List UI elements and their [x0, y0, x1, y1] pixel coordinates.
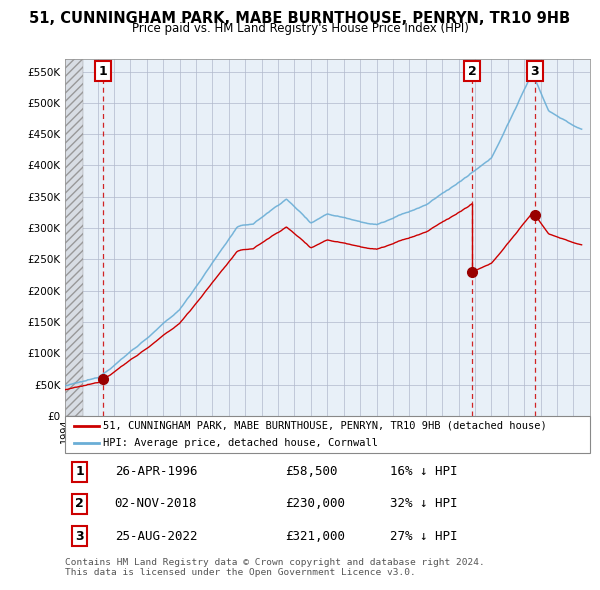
- Text: 2: 2: [75, 497, 84, 510]
- Text: 51, CUNNINGHAM PARK, MABE BURNTHOUSE, PENRYN, TR10 9HB (detached house): 51, CUNNINGHAM PARK, MABE BURNTHOUSE, PE…: [103, 421, 547, 431]
- Text: Contains HM Land Registry data © Crown copyright and database right 2024.
This d: Contains HM Land Registry data © Crown c…: [65, 558, 485, 577]
- Text: 27% ↓ HPI: 27% ↓ HPI: [391, 530, 458, 543]
- Text: 25-AUG-2022: 25-AUG-2022: [115, 530, 197, 543]
- Text: 3: 3: [75, 530, 84, 543]
- Text: HPI: Average price, detached house, Cornwall: HPI: Average price, detached house, Corn…: [103, 438, 378, 448]
- Text: 32% ↓ HPI: 32% ↓ HPI: [391, 497, 458, 510]
- Text: £230,000: £230,000: [286, 497, 346, 510]
- Text: 02-NOV-2018: 02-NOV-2018: [115, 497, 197, 510]
- Text: 1: 1: [75, 466, 84, 478]
- Text: £321,000: £321,000: [286, 530, 346, 543]
- Text: 3: 3: [530, 65, 539, 78]
- Text: 1: 1: [98, 65, 107, 78]
- Text: 51, CUNNINGHAM PARK, MABE BURNTHOUSE, PENRYN, TR10 9HB: 51, CUNNINGHAM PARK, MABE BURNTHOUSE, PE…: [29, 11, 571, 25]
- Text: Price paid vs. HM Land Registry's House Price Index (HPI): Price paid vs. HM Land Registry's House …: [131, 22, 469, 35]
- Text: 16% ↓ HPI: 16% ↓ HPI: [391, 466, 458, 478]
- Text: 26-APR-1996: 26-APR-1996: [115, 466, 197, 478]
- Text: 2: 2: [468, 65, 476, 78]
- Text: £58,500: £58,500: [286, 466, 338, 478]
